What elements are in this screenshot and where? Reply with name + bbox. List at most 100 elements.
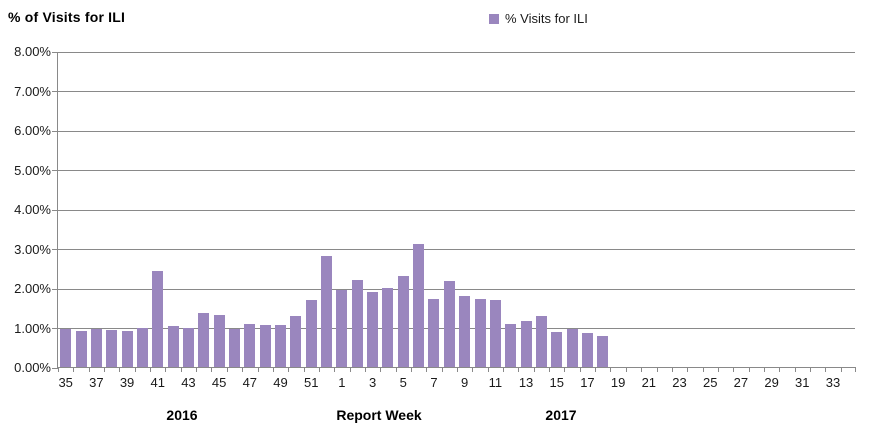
bar xyxy=(459,296,471,367)
bar xyxy=(213,315,225,367)
x-axis-tick xyxy=(410,367,412,372)
y-axis-tick xyxy=(52,367,58,369)
x-axis-tick xyxy=(150,367,152,372)
x-axis-tick xyxy=(595,367,597,372)
y-axis-tick xyxy=(52,288,58,290)
bar xyxy=(566,329,578,367)
x-axis-label: 39 xyxy=(119,375,135,390)
y-axis-label: 0.00% xyxy=(14,360,51,375)
bar xyxy=(228,329,240,367)
bar xyxy=(336,290,348,367)
bar xyxy=(60,329,72,367)
x-axis-label: 11 xyxy=(488,375,503,390)
bar xyxy=(244,323,256,367)
x-axis-tick xyxy=(610,367,612,372)
gridline xyxy=(58,249,855,250)
bar xyxy=(520,320,532,367)
x-axis-tick xyxy=(272,367,274,372)
x-axis-tick xyxy=(625,367,627,372)
x-axis-tick xyxy=(533,367,535,372)
x-axis-tick xyxy=(809,367,811,372)
x-axis-tick xyxy=(165,367,167,372)
x-axis-tick xyxy=(226,367,228,372)
x-axis-tick xyxy=(641,367,643,372)
x-axis-tick xyxy=(58,367,59,372)
x-axis-title: Report Week xyxy=(336,407,422,423)
year-label-2016: 2016 xyxy=(166,407,198,423)
x-axis-label: 17 xyxy=(580,375,595,390)
gridline xyxy=(58,51,855,53)
chart-title: % of Visits for ILI xyxy=(8,9,126,25)
x-axis-tick xyxy=(748,367,750,372)
x-axis-tick xyxy=(487,367,489,372)
y-axis-label: 1.00% xyxy=(14,320,51,336)
x-axis-tick xyxy=(134,367,136,372)
y-axis-label: 5.00% xyxy=(14,162,51,178)
x-axis-label: 1 xyxy=(338,375,346,390)
bar xyxy=(489,300,501,367)
y-axis-label: 8.00% xyxy=(14,44,51,59)
x-axis-tick xyxy=(257,367,259,372)
gridline xyxy=(58,170,855,171)
bar xyxy=(90,329,102,367)
x-axis-tick xyxy=(671,367,673,372)
x-axis-tick xyxy=(564,367,566,372)
x-axis-tick xyxy=(395,367,397,372)
x-axis-label: 37 xyxy=(89,375,104,390)
x-axis-label: 29 xyxy=(764,375,779,390)
bar xyxy=(136,327,148,367)
x-axis-tick xyxy=(656,367,658,372)
x-axis-tick xyxy=(717,367,719,372)
gridline xyxy=(58,130,855,132)
x-axis-tick xyxy=(549,367,551,372)
bar xyxy=(106,330,118,367)
x-axis-label: 7 xyxy=(430,375,438,390)
x-axis-label: 13 xyxy=(518,375,534,390)
bar xyxy=(474,298,486,367)
x-axis-tick xyxy=(457,367,458,372)
x-axis-label: 23 xyxy=(672,375,687,390)
bar xyxy=(367,291,379,367)
x-axis-label: 5 xyxy=(399,375,407,390)
x-axis-tick xyxy=(426,367,428,372)
bar xyxy=(290,316,302,367)
legend-swatch-icon xyxy=(489,13,499,24)
bar xyxy=(397,275,409,367)
x-axis-tick xyxy=(288,367,290,372)
y-axis-label: 3.00% xyxy=(14,241,51,257)
bar xyxy=(152,271,164,367)
bar xyxy=(182,328,194,367)
bar xyxy=(505,323,517,367)
plot-area: 8.00% 7.00% 6.00% 5.00% 4.00% 3.00% 2.00% 1.00%… xyxy=(14,44,856,390)
bar xyxy=(259,325,271,367)
y-axis-tick xyxy=(52,209,58,211)
bar xyxy=(413,243,425,367)
x-axis-tick xyxy=(733,367,735,372)
x-axis-tick xyxy=(349,367,351,372)
y-axis-label: 7.00% xyxy=(14,83,51,99)
y-axis-label: 6.00% xyxy=(14,123,51,138)
x-axis-tick xyxy=(794,367,796,372)
x-axis-label: 27 xyxy=(733,375,749,390)
x-axis-label: 31 xyxy=(795,375,810,390)
x-axis-tick xyxy=(687,367,689,372)
x-axis-tick xyxy=(104,367,106,372)
x-axis-tick xyxy=(334,367,336,372)
bar xyxy=(167,326,179,367)
x-axis-tick xyxy=(88,367,90,372)
bar xyxy=(443,280,455,367)
x-axis-tick xyxy=(180,367,182,372)
gridline xyxy=(58,91,855,92)
gridline xyxy=(58,209,855,211)
bar xyxy=(275,325,287,367)
x-axis-label: 19 xyxy=(610,375,626,390)
x-axis-tick xyxy=(825,367,827,372)
gridline xyxy=(58,288,855,290)
y-axis-tick xyxy=(52,170,58,171)
x-axis-tick xyxy=(518,367,520,372)
y-axis-label: 2.00% xyxy=(14,281,51,296)
x-axis-tick xyxy=(119,367,121,372)
x-axis-label: 33 xyxy=(825,375,841,390)
bar xyxy=(535,315,547,367)
x-axis-tick xyxy=(364,367,366,372)
